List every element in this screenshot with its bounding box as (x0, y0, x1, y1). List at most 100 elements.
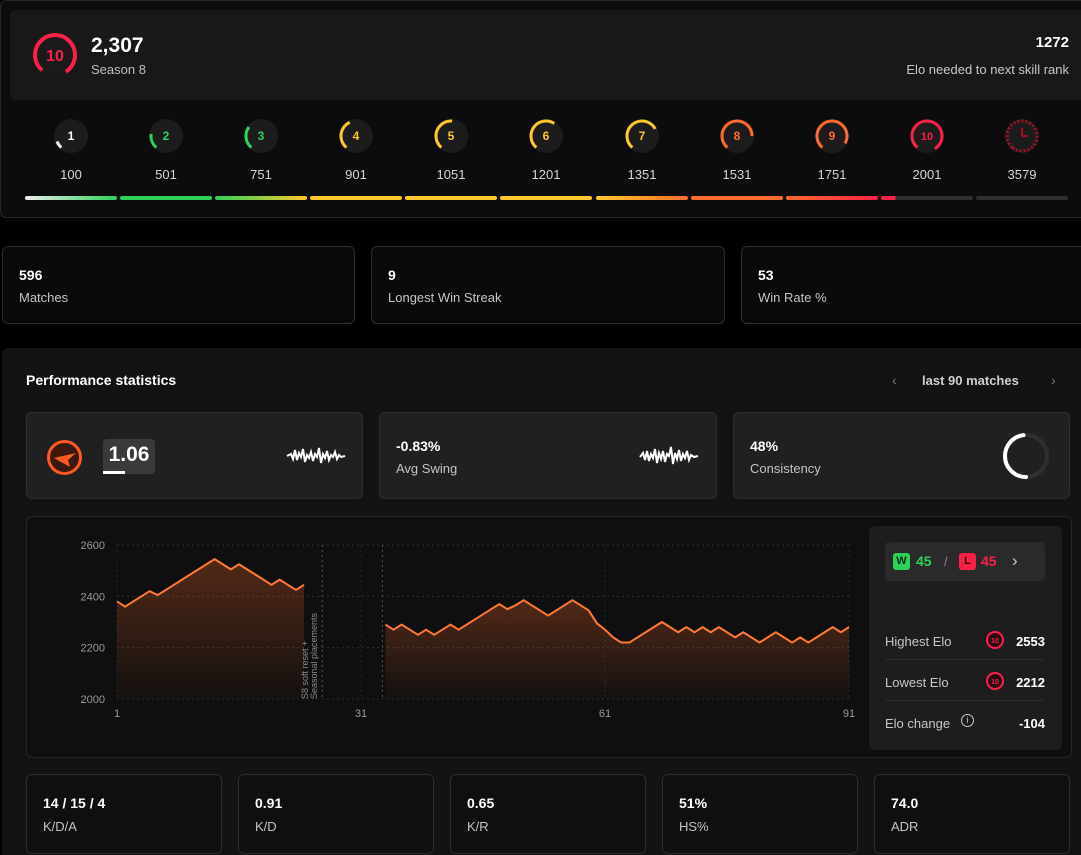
win-streak-value: 9 (388, 267, 396, 283)
y-tick-label: 2000 (81, 694, 105, 706)
consistency-ring (1003, 433, 1049, 479)
level-10-badge-icon: 10 (910, 119, 944, 153)
level-progress-bar (120, 196, 212, 200)
level-threshold: 1051 (436, 167, 466, 182)
consistency-arc (1003, 433, 1049, 479)
level-7-item: 7 1351 (596, 117, 688, 207)
level-threshold: 501 (155, 167, 177, 182)
wins-value: 45 (916, 553, 932, 569)
level-number: 4 (353, 129, 360, 143)
elo-area-1 (117, 559, 305, 699)
kd-tile: 0.91 K/D (238, 774, 434, 854)
level-2-item: 2 501 (120, 117, 212, 207)
info-icon[interactable]: i (961, 714, 974, 727)
icon-level-text: 10 (991, 638, 999, 645)
win-tag: W (893, 553, 910, 570)
kda-tile: 14 / 15 / 4 K/D/A (26, 774, 222, 854)
skill-level-10-icon: 10 (986, 631, 1004, 649)
elo-summary-panel: W 45 / L 45 › Highest Elo 10 2553 Lowest… (869, 526, 1062, 750)
level-3-badge-icon: 3 (244, 119, 278, 153)
match-range-label[interactable]: last 90 matches (922, 373, 1019, 388)
elo-needed-label: Elo needed to next skill rank (906, 62, 1069, 77)
lowest-elo-row: Lowest Elo 10 2212 (885, 661, 1045, 701)
level-6-item: 6 1201 (500, 117, 592, 207)
chevron-right-icon[interactable]: › (1051, 372, 1056, 388)
kd-ratio-tile: 1.06 (26, 412, 363, 499)
chevron-right-icon[interactable]: › (1012, 551, 1018, 570)
x-tick-label: 61 (599, 708, 611, 720)
level-8-badge-icon: 8 (720, 119, 754, 153)
level-3-item: 3 751 (215, 117, 307, 207)
level-number: 1 (68, 129, 75, 143)
skill-level-10-icon: 10 (986, 672, 1004, 690)
level-2-badge-icon: 2 (149, 119, 183, 153)
level-4-badge-icon: 4 (339, 119, 373, 153)
win-streak-label: Longest Win Streak (388, 290, 502, 305)
adr-label: ADR (891, 819, 919, 834)
level-number: 7 (639, 129, 646, 143)
adr-value: 74.0 (891, 795, 919, 811)
adr-tile: 74.0 ADR (874, 774, 1070, 854)
level-threshold: 1531 (722, 167, 752, 182)
elo-chart-card: 2600 2400 2200 2000 1 31 61 91 S8 soft reset + Se… (26, 516, 1072, 758)
win-loss-box[interactable]: W 45 / L 45 › (885, 542, 1045, 581)
level-threshold: 3579 (1007, 167, 1037, 182)
level-progress-bar (215, 196, 307, 200)
kda-label: K/D/A (43, 819, 77, 834)
highest-elo-value: 2553 (1016, 634, 1045, 649)
level-1-item: 1 100 (25, 117, 117, 207)
swing-sparkline (639, 446, 699, 465)
chevron-left-icon[interactable]: ‹ (892, 372, 897, 388)
matches-label: Matches (19, 290, 69, 305)
level-progress-bar (786, 196, 878, 200)
level-threshold: 2001 (912, 167, 942, 182)
x-tick-label: 31 (355, 708, 367, 720)
level-6-badge-icon: 6 (529, 119, 563, 153)
level-progress-bar (25, 196, 117, 200)
kd-ratio-indicator (103, 471, 125, 474)
elo-change-value: -104 (1018, 716, 1045, 731)
level-progress-bar (596, 196, 688, 200)
level-7-badge-icon: 7 (625, 119, 659, 153)
season-label: Season 8 (91, 62, 146, 77)
level-number: 8 (734, 129, 741, 143)
elo-change-row: Elo change i -104 (885, 702, 1045, 742)
level-progress-bar (310, 196, 402, 200)
highest-elo-label: Highest Elo (885, 634, 952, 649)
level-progress-bar (976, 196, 1068, 200)
level-threshold: 1201 (531, 167, 561, 182)
consistency-label: Consistency (750, 461, 821, 476)
win-streak-tile: 9 Longest Win Streak (371, 246, 725, 324)
level-5-badge-icon: 5 (434, 119, 468, 153)
win-rate-tile: 53 Win Rate % (741, 246, 1081, 324)
kd-sparkline (286, 447, 346, 464)
level-number: 5 (448, 129, 455, 143)
reset-annotation: S8 soft reset + (300, 641, 310, 699)
performance-section: Performance statistics ‹ last 90 matches… (2, 348, 1081, 855)
level-number: 2 (163, 129, 170, 143)
skill-level-10-badge: 10 (33, 33, 77, 77)
level-9-badge-icon: 9 (815, 119, 849, 153)
kd-ratio-box: 1.06 (103, 439, 155, 474)
kda-value: 14 / 15 / 4 (43, 795, 106, 811)
avg-swing-tile: -0.83% Avg Swing (379, 412, 717, 499)
wl-separator: / (944, 554, 948, 569)
matches-value: 596 (19, 267, 43, 283)
level-threshold: 1751 (817, 167, 847, 182)
matches-tile: 596 Matches (2, 246, 355, 324)
level-progress-bar (691, 196, 783, 200)
consistency-tile: 48% Consistency (733, 412, 1070, 499)
current-elo: 2,307 (91, 34, 144, 57)
performance-title: Performance statistics (26, 372, 177, 388)
reset-annotation: Seasonal placements (309, 612, 319, 699)
highest-elo-row: Highest Elo 10 2553 (885, 620, 1045, 660)
kr-tile: 0.65 K/R (450, 774, 646, 854)
hs-tile: 51% HS% (662, 774, 858, 854)
x-tick-label: 1 (114, 708, 120, 720)
elo-line-1 (116, 558, 305, 608)
kr-value: 0.65 (467, 795, 495, 811)
elo-chart: 2600 2400 2200 2000 1 31 61 91 S8 soft reset + Se… (81, 540, 856, 720)
avg-swing-value: -0.83% (396, 438, 441, 454)
y-tick-label: 2400 (81, 591, 105, 603)
level-4-item: 4 901 (310, 117, 402, 207)
